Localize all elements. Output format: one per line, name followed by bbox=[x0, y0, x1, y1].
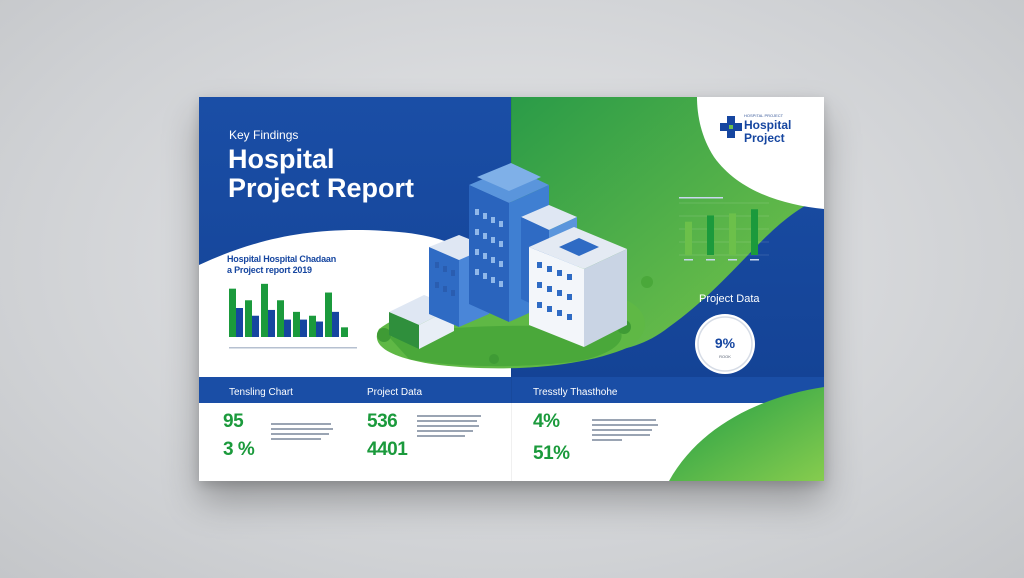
logo-text: HOSPITAL PROJECT Hospital Project bbox=[744, 113, 791, 145]
right-bar-chart bbox=[679, 197, 769, 261]
right-tick-label-1 bbox=[706, 259, 715, 261]
brochure-background bbox=[199, 97, 824, 481]
left-bar-4-series-1 bbox=[300, 319, 307, 337]
ring-value: 9% bbox=[714, 335, 736, 351]
left-bar-6-series-1 bbox=[332, 311, 339, 337]
logo-line-1: Hospital bbox=[744, 118, 792, 132]
chart-caption-line-1: Hospital Hospital Chadaan bbox=[227, 254, 337, 264]
ring-subtext: ROOK bbox=[719, 354, 731, 359]
right-bar-2 bbox=[729, 213, 736, 255]
percentage-ring bbox=[695, 314, 755, 374]
left-bar-3-series-0 bbox=[277, 300, 284, 337]
section-heading-3: Tresstly Thasthohe bbox=[533, 387, 618, 398]
title-line-1: Hospital bbox=[228, 144, 335, 174]
right-bar-0 bbox=[685, 221, 692, 255]
stat-3a: 4% bbox=[533, 411, 560, 432]
left-bar-1-series-0 bbox=[245, 300, 252, 337]
title-line-2: Project Report bbox=[228, 173, 415, 203]
left-chart-axis-labels bbox=[229, 337, 357, 349]
right-tick-label-0 bbox=[684, 259, 693, 261]
left-bar-0-series-0 bbox=[229, 288, 236, 337]
left-bar-5-series-0 bbox=[309, 315, 316, 337]
side-panel-heading: Project Data bbox=[699, 293, 760, 305]
logo-line-2: Project bbox=[744, 131, 785, 145]
left-bar-0-series-1 bbox=[236, 308, 243, 337]
left-bar-2-series-1 bbox=[268, 309, 275, 337]
hospital-cross-logo-icon bbox=[720, 116, 742, 138]
stat-3b: 51% bbox=[533, 443, 570, 464]
stat-2b: 4401 bbox=[367, 439, 408, 460]
left-bar-5-series-1 bbox=[316, 321, 323, 337]
chart-caption: Hospital Hospital Chadaan a Project repo… bbox=[227, 254, 336, 276]
left-bar-3-series-1 bbox=[284, 319, 291, 337]
section-1-paragraph bbox=[271, 423, 333, 443]
stat-1b: 3 % bbox=[223, 439, 255, 460]
left-bar-chart bbox=[229, 283, 348, 337]
section-3-paragraph bbox=[592, 419, 658, 444]
left-bar-2-series-0 bbox=[261, 283, 268, 337]
right-tick-label-3 bbox=[750, 259, 759, 261]
page-title: Hospital Project Report bbox=[228, 145, 414, 203]
left-bar-7-series-0 bbox=[341, 327, 348, 337]
brochure: Key Findings Hospital Project Report Hos… bbox=[199, 97, 824, 481]
left-bar-1-series-1 bbox=[252, 315, 259, 337]
stat-2a: 536 bbox=[367, 411, 398, 432]
right-bar-1 bbox=[707, 215, 714, 255]
left-bar-4-series-0 bbox=[293, 311, 300, 337]
right-bar-3 bbox=[751, 209, 758, 255]
right-tick-label-2 bbox=[728, 259, 737, 261]
section-heading-2: Project Data bbox=[367, 387, 423, 398]
section-2-paragraph bbox=[417, 415, 481, 440]
hospital-illustration bbox=[376, 163, 653, 369]
chart-caption-line-2: a Project report 2019 bbox=[227, 265, 312, 275]
kicker: Key Findings bbox=[229, 128, 299, 142]
logo-small-text: HOSPITAL PROJECT bbox=[744, 113, 784, 118]
left-bar-6-series-0 bbox=[325, 292, 332, 337]
stat-1a: 95 bbox=[223, 411, 244, 432]
right-chart-header bbox=[679, 197, 723, 199]
section-heading-1: Tensling Chart bbox=[229, 387, 293, 398]
